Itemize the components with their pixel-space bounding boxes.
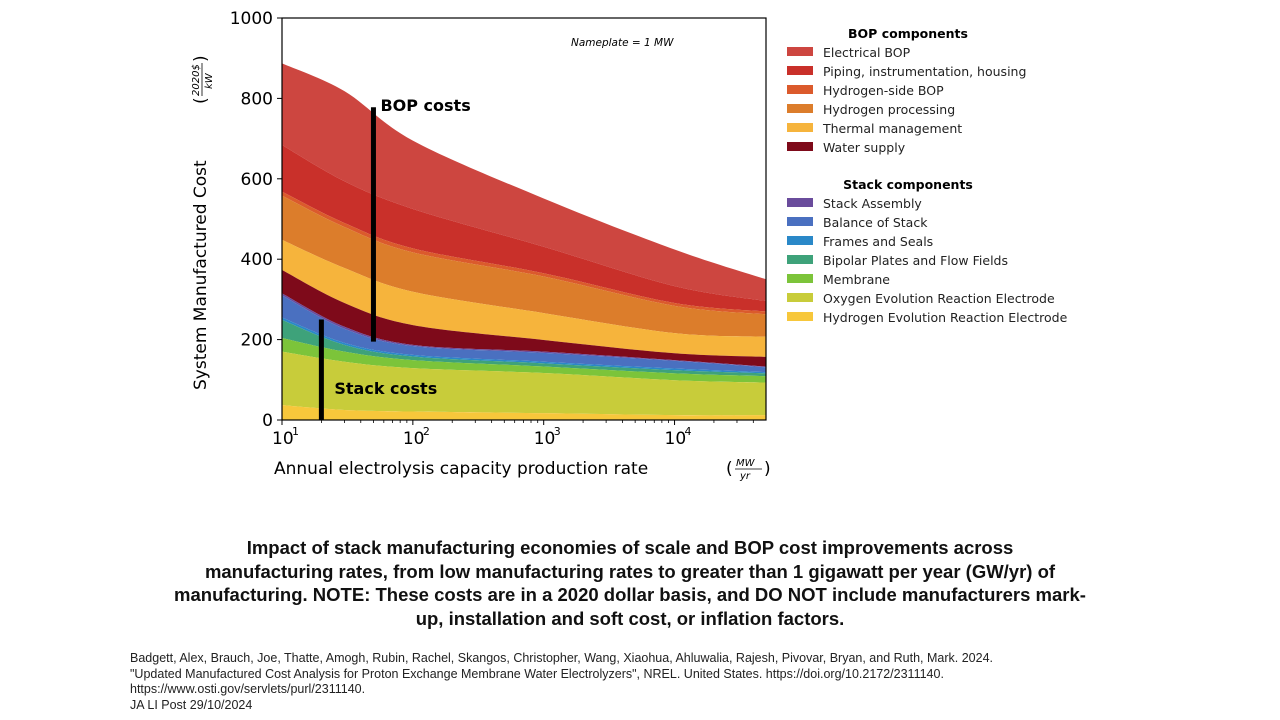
area-bipolar-plates-and-flow-fields xyxy=(282,319,766,377)
citation-line: JA LI Post 29/10/2024 xyxy=(130,697,253,712)
caption-line: manufacturing. NOTE: These costs are in … xyxy=(174,584,1086,605)
y-tick-label: 800 xyxy=(241,89,273,109)
area-balance-of-stack xyxy=(282,295,766,373)
legend-swatch xyxy=(787,198,813,207)
y-axis-unit-num: 2020$ xyxy=(191,64,202,96)
legend-label: Piping, instrumentation, housing xyxy=(823,64,1026,79)
legend-swatch xyxy=(787,85,813,94)
y-axis-unit-den: kW xyxy=(204,72,215,89)
legend-swatch xyxy=(787,293,813,302)
x-axis-title: Annual electrolysis capacity production … xyxy=(274,459,648,479)
legend-swatch xyxy=(787,236,813,245)
y-axis-unit-paren: ( xyxy=(191,97,211,104)
x-axis-unit-num: MW xyxy=(736,458,756,469)
legend: BOP components Electrical BOP Piping, inst… xyxy=(787,26,1068,325)
legend-label: Electrical BOP xyxy=(823,45,911,60)
legend-label: Membrane xyxy=(823,272,890,287)
legend-group-title: BOP components xyxy=(848,26,968,41)
y-axis: 0 200 400 600 800 1000 xyxy=(230,9,282,431)
citation: Badgett, Alex, Brauch, Joe, Thatte, Amog… xyxy=(130,651,993,713)
svg-text:(: ( xyxy=(726,459,733,479)
y-tick-label: 0 xyxy=(262,411,273,431)
legend-swatch xyxy=(787,66,813,75)
x-axis-label: Annual electrolysis capacity production … xyxy=(274,458,771,482)
area-hydrogen-processing xyxy=(282,195,766,337)
legend-label: Hydrogen processing xyxy=(823,102,955,117)
legend-swatch xyxy=(787,274,813,283)
caption-line: manufacturing rates, from low manufactur… xyxy=(204,560,1056,582)
x-tick-exponent: 2 xyxy=(423,425,430,438)
x-axis: 101 102 103 104 xyxy=(272,420,754,449)
svg-text:): ) xyxy=(191,55,211,62)
y-axis-title: System Manufactured Cost xyxy=(191,160,211,390)
y-tick-label: 600 xyxy=(241,170,273,190)
area-piping-instrumentation-housing xyxy=(282,145,766,312)
legend-swatch xyxy=(787,255,813,264)
legend-swatch xyxy=(787,104,813,113)
legend-swatch xyxy=(787,123,813,132)
area-membrane xyxy=(282,337,766,383)
y-axis-label: System Manufactured Cost ( 2020$ kW ) xyxy=(191,55,215,390)
x-axis-unit-den: yr xyxy=(739,471,751,482)
callout-label: Stack costs xyxy=(334,379,437,398)
x-tick-label: 10 xyxy=(272,429,294,449)
area-layers xyxy=(282,63,766,420)
legend-swatch xyxy=(787,47,813,56)
legend-swatch xyxy=(787,217,813,226)
area-frames-and-seals xyxy=(282,317,766,374)
legend-swatch xyxy=(787,312,813,321)
area-thermal-management xyxy=(282,239,766,357)
legend-label: Bipolar Plates and Flow Fields xyxy=(823,253,1008,268)
area-hydrogen-evolution-reaction-electrode xyxy=(282,405,766,420)
x-tick-label: 10 xyxy=(403,429,425,449)
y-tick-label: 400 xyxy=(241,250,273,270)
x-tick-exponent: 4 xyxy=(685,425,692,438)
legend-label: Water supply xyxy=(823,140,906,155)
x-tick-label: 10 xyxy=(665,429,687,449)
area-oxygen-evolution-reaction-electrode xyxy=(282,351,766,416)
y-tick-label: 200 xyxy=(241,331,273,351)
legend-label: Thermal management xyxy=(822,121,962,136)
legend-label: Hydrogen Evolution Reaction Electrode xyxy=(823,310,1068,325)
legend-label: Stack Assembly xyxy=(823,196,922,211)
callouts: BOP costs Stack costs xyxy=(318,96,471,420)
caption-line: up, installation and soft cost, or infla… xyxy=(415,607,845,629)
x-tick-label: 10 xyxy=(534,429,556,449)
legend-label: Balance of Stack xyxy=(823,215,928,230)
caption-line: Impact of stack manufacturing economies … xyxy=(246,537,1014,558)
x-tick-exponent: 1 xyxy=(292,425,299,438)
nameplate-annotation: Nameplate = 1 MW xyxy=(571,37,674,49)
area-water-supply xyxy=(282,270,766,367)
plot-frame xyxy=(281,17,767,421)
legend-label: Hydrogen-side BOP xyxy=(823,83,944,98)
svg-text:): ) xyxy=(764,459,771,479)
legend-swatch xyxy=(787,142,813,151)
x-tick-exponent: 3 xyxy=(554,425,561,438)
callout-label: BOP costs xyxy=(380,96,470,115)
figure-caption: Impact of stack manufacturing economies … xyxy=(110,536,1150,630)
legend-label: Frames and Seals xyxy=(823,234,933,249)
legend-group-title: Stack components xyxy=(843,177,973,192)
y-tick-label: 1000 xyxy=(230,9,273,29)
legend-label: Oxygen Evolution Reaction Electrode xyxy=(823,291,1055,306)
citation-line: Badgett, Alex, Brauch, Joe, Thatte, Amog… xyxy=(130,651,993,665)
area-electrical-bop xyxy=(282,63,766,302)
citation-line: https://www.osti.gov/servlets/purl/23111… xyxy=(130,682,366,696)
citation-line: "Updated Manufactured Cost Analysis for … xyxy=(130,666,944,681)
